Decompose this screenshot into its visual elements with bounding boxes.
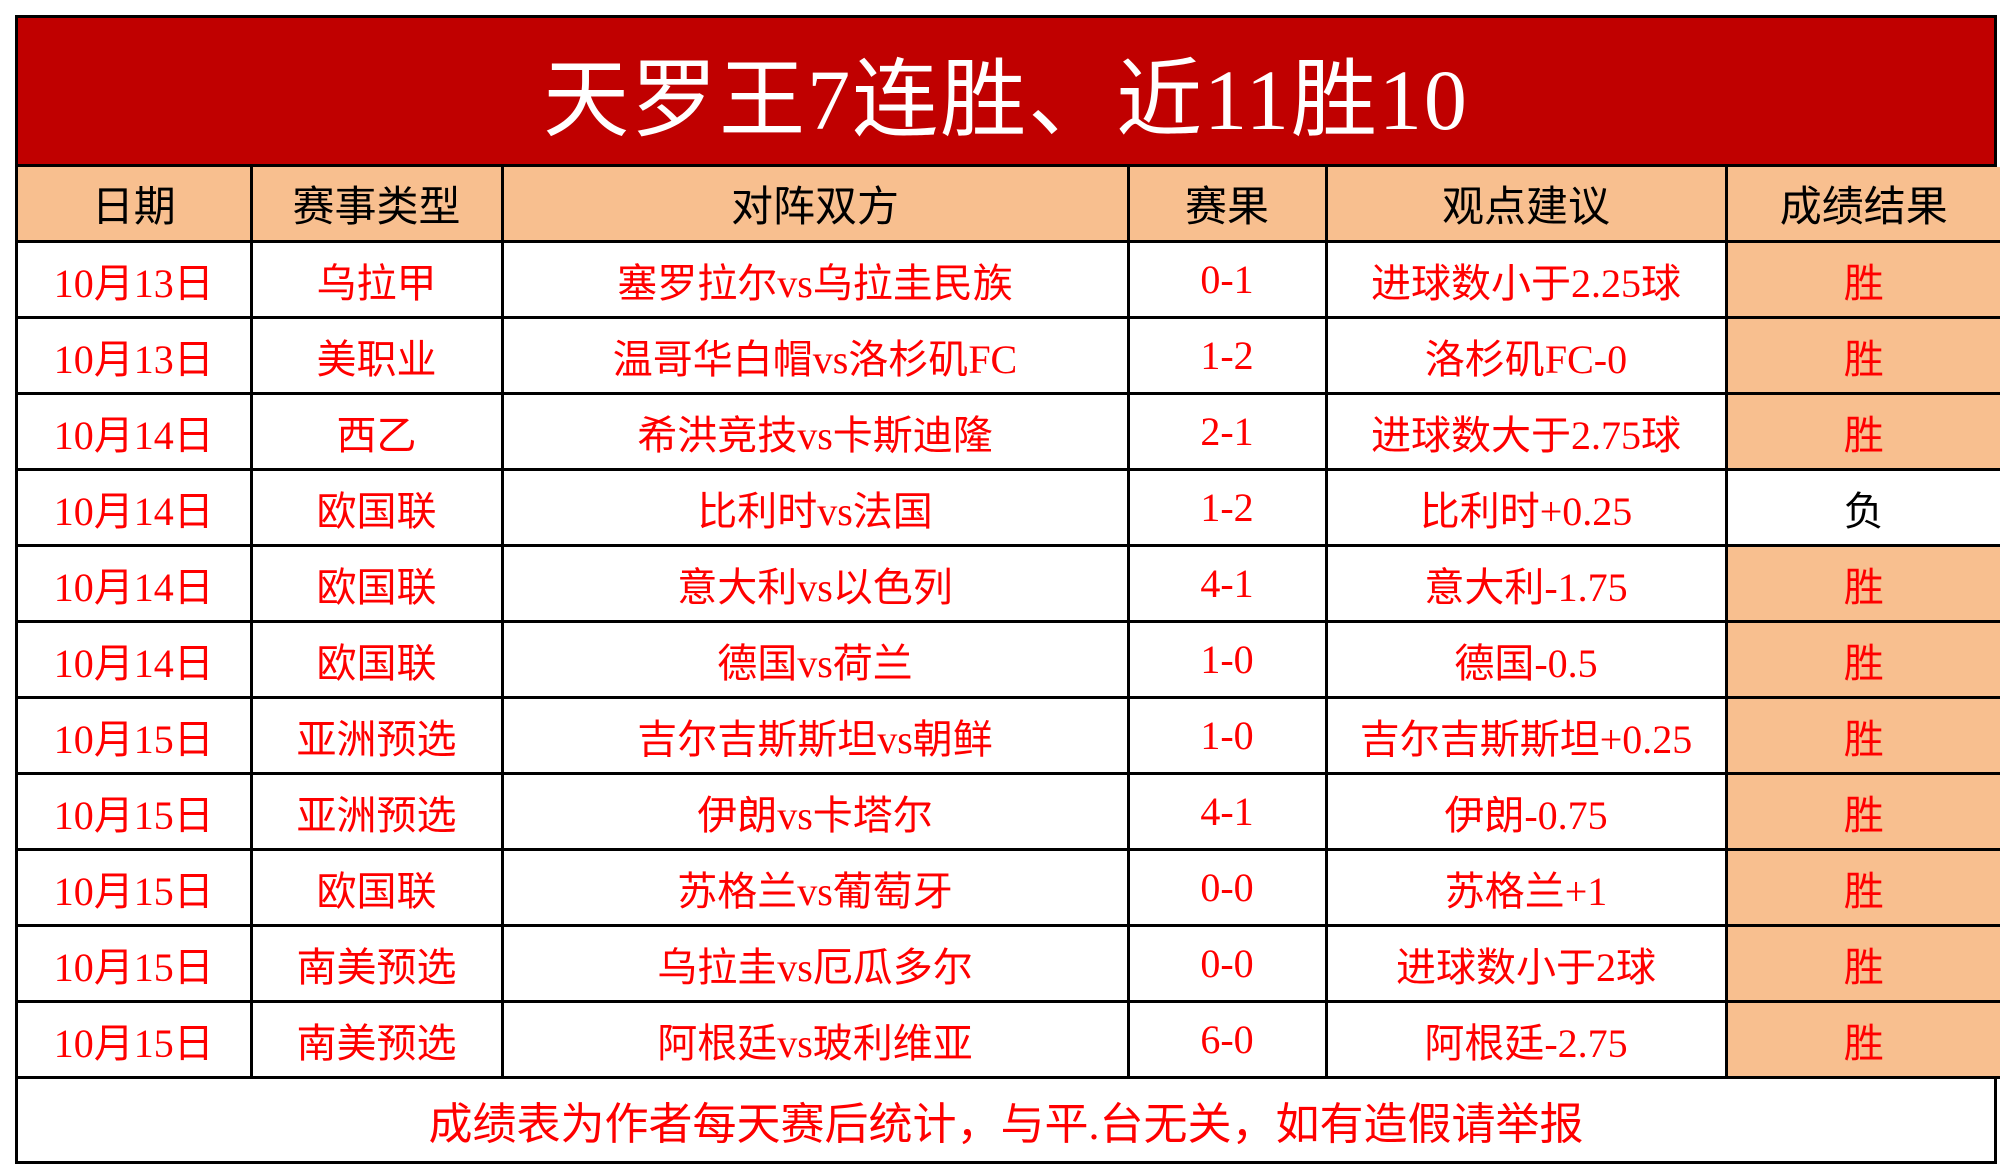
cell-competition: 欧国联	[249, 848, 504, 927]
cell-date: 10月15日	[18, 1000, 253, 1079]
cell-result: 胜	[1724, 696, 2000, 775]
footer-note: 成绩表为作者每天赛后统计，与平.台无关，如有造假请举报	[428, 1100, 1584, 1149]
cell-score: 0-1	[1126, 240, 1328, 319]
cell-suggestion: 意大利-1.75	[1324, 544, 1728, 623]
cell-suggestion: 苏格兰+1	[1324, 848, 1728, 927]
cell-result: 胜	[1724, 544, 2000, 623]
header-competition: 赛事类型	[249, 167, 504, 243]
cell-date: 10月14日	[18, 468, 253, 547]
cell-result: 胜	[1724, 924, 2000, 1003]
cell-suggestion: 进球数小于2球	[1324, 924, 1728, 1003]
cell-matchup: 温哥华白帽vs洛杉矶FC	[500, 316, 1130, 395]
cell-competition: 欧国联	[249, 468, 504, 547]
cell-suggestion: 德国-0.5	[1324, 620, 1728, 699]
cell-suggestion: 伊朗-0.75	[1324, 772, 1728, 851]
cell-matchup: 德国vs荷兰	[500, 620, 1130, 699]
table-row: 10月14日 西乙 希洪竞技vs卡斯迪隆 2-1 进球数大于2.75球胜	[18, 392, 2000, 471]
cell-suggestion: 阿根廷-2.75	[1324, 1000, 1728, 1079]
cell-score: 6-0	[1126, 1000, 1328, 1079]
cell-score: 1-0	[1126, 696, 1328, 775]
cell-matchup: 乌拉圭vs厄瓜多尔	[500, 924, 1130, 1003]
cell-score: 1-2	[1126, 316, 1328, 395]
cell-competition: 南美预选	[249, 924, 504, 1003]
cell-date: 10月13日	[18, 316, 253, 395]
header-matchup: 对阵双方	[500, 167, 1130, 243]
table-row: 10月15日 南美预选 阿根廷vs玻利维亚 6-0 阿根廷-2.75 胜	[18, 1000, 2000, 1079]
table-row: 10月13日 乌拉甲 塞罗拉尔vs乌拉圭民族 0-1 进球数小于2.25球胜	[18, 240, 2000, 319]
cell-score: 4-1	[1126, 544, 1328, 623]
cell-matchup: 阿根廷vs玻利维亚	[500, 1000, 1130, 1079]
cell-competition: 欧国联	[249, 544, 504, 623]
results-sheet: 天罗王7连胜、近11胜10 日期 赛事类型 对阵双方 赛果 观点建议 成绩结果 …	[15, 15, 2000, 1164]
cell-competition: 美职业	[249, 316, 504, 395]
header-suggestion: 观点建议	[1324, 167, 1728, 243]
cell-suggestion: 洛杉矶FC-0	[1324, 316, 1728, 395]
cell-result: 负	[1724, 468, 2000, 547]
cell-competition: 亚洲预选	[249, 696, 504, 775]
cell-result: 胜	[1724, 772, 2000, 851]
cell-result: 胜	[1724, 240, 2000, 319]
cell-competition: 欧国联	[249, 620, 504, 699]
cell-date: 10月15日	[18, 772, 253, 851]
cell-suggestion: 进球数大于2.75球	[1324, 392, 1728, 471]
cell-score: 4-1	[1126, 772, 1328, 851]
table-row: 10月15日 南美预选 乌拉圭vs厄瓜多尔 0-0 进球数小于2球胜	[18, 924, 2000, 1003]
cell-result: 胜	[1724, 620, 2000, 699]
cell-date: 10月15日	[18, 696, 253, 775]
header-date: 日期	[18, 167, 253, 243]
header-result: 成绩结果	[1724, 167, 2000, 243]
cell-result: 胜	[1724, 392, 2000, 471]
table-row: 10月15日 欧国联 苏格兰vs葡萄牙 0-0 苏格兰+1 胜	[18, 848, 2000, 927]
cell-competition: 南美预选	[249, 1000, 504, 1079]
cell-score: 2-1	[1126, 392, 1328, 471]
cell-matchup: 苏格兰vs葡萄牙	[500, 848, 1130, 927]
table-row: 10月14日 欧国联 德国vs荷兰 1-0 德国-0.5 胜	[18, 620, 2000, 699]
table-row: 10月14日 欧国联 意大利vs以色列 4-1 意大利-1.75 胜	[18, 544, 2000, 623]
cell-score: 0-0	[1126, 848, 1328, 927]
cell-date: 10月13日	[18, 240, 253, 319]
cell-result: 胜	[1724, 848, 2000, 927]
cell-matchup: 比利时vs法国	[500, 468, 1130, 547]
header-row: 日期 赛事类型 对阵双方 赛果 观点建议 成绩结果	[18, 167, 2000, 243]
cell-matchup: 塞罗拉尔vs乌拉圭民族	[500, 240, 1130, 319]
cell-competition: 亚洲预选	[249, 772, 504, 851]
sheet-title: 天罗王7连胜、近11胜10	[18, 18, 1994, 167]
cell-date: 10月14日	[18, 392, 253, 471]
cell-result: 胜	[1724, 1000, 2000, 1079]
cell-matchup: 吉尔吉斯斯坦vs朝鲜	[500, 696, 1130, 775]
table-row: 10月14日 欧国联 比利时vs法国 1-2 比利时+0.25 负	[18, 468, 2000, 547]
results-table: 日期 赛事类型 对阵双方 赛果 观点建议 成绩结果 10月13日 乌拉甲 塞罗拉尔v…	[18, 167, 2000, 1079]
cell-date: 10月14日	[18, 544, 253, 623]
cell-matchup: 伊朗vs卡塔尔	[500, 772, 1130, 851]
table-row: 10月13日 美职业 温哥华白帽vs洛杉矶FC 1-2 洛杉矶FC-0 胜	[18, 316, 2000, 395]
cell-suggestion: 吉尔吉斯斯坦+0.25	[1324, 696, 1728, 775]
cell-competition: 西乙	[249, 392, 504, 471]
cell-score: 0-0	[1126, 924, 1328, 1003]
cell-matchup: 意大利vs以色列	[500, 544, 1130, 623]
table-row: 10月15日 亚洲预选 伊朗vs卡塔尔 4-1 伊朗-0.75 胜	[18, 772, 2000, 851]
cell-matchup: 希洪竞技vs卡斯迪隆	[500, 392, 1130, 471]
header-score: 赛果	[1126, 167, 1328, 243]
table-row: 10月15日 亚洲预选 吉尔吉斯斯坦vs朝鲜 1-0 吉尔吉斯斯坦+0.25 胜	[18, 696, 2000, 775]
cell-competition: 乌拉甲	[249, 240, 504, 319]
cell-suggestion: 进球数小于2.25球	[1324, 240, 1728, 319]
cell-date: 10月15日	[18, 924, 253, 1003]
cell-score: 1-2	[1126, 468, 1328, 547]
cell-score: 1-0	[1126, 620, 1328, 699]
cell-date: 10月14日	[18, 620, 253, 699]
cell-suggestion: 比利时+0.25	[1324, 468, 1728, 547]
cell-date: 10月15日	[18, 848, 253, 927]
cell-result: 胜	[1724, 316, 2000, 395]
